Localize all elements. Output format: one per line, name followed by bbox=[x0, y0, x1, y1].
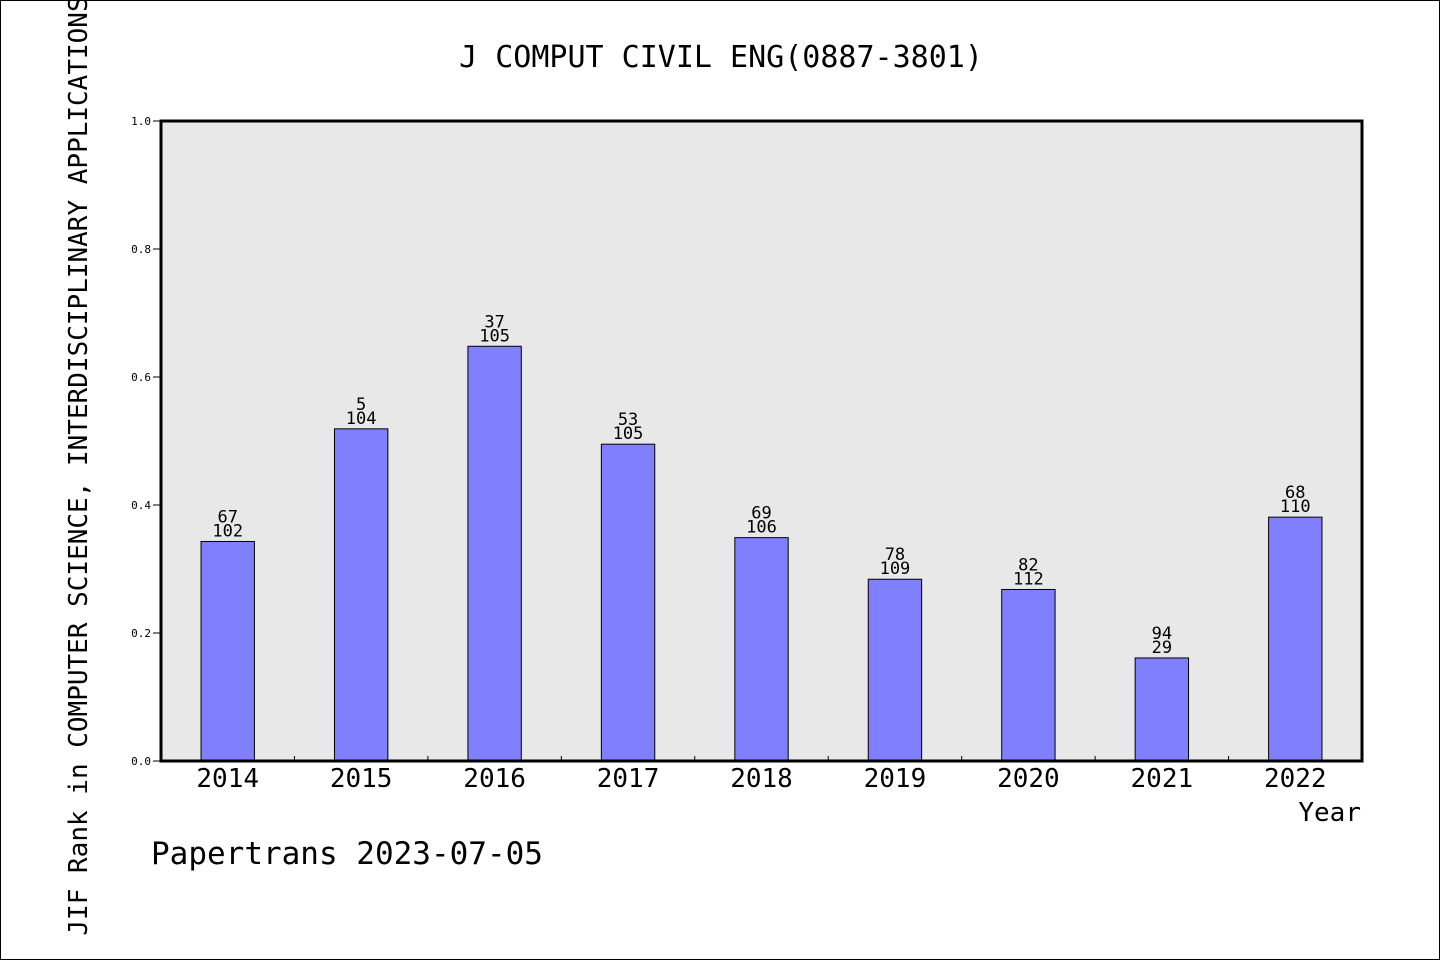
y-tick-label: 0.6 bbox=[131, 371, 151, 384]
chart-title: J COMPUT CIVIL ENG(0887-3801) bbox=[459, 40, 983, 75]
x-tick-label-2014: 2014 bbox=[196, 764, 259, 794]
bar-2019 bbox=[867, 578, 923, 762]
x-tick-label-2019: 2019 bbox=[864, 764, 927, 794]
x-tick-label-2018: 2018 bbox=[730, 764, 793, 794]
y-tick-label: 1.0 bbox=[131, 115, 151, 128]
x-tick-label-2022: 2022 bbox=[1264, 764, 1327, 794]
bar-label-total-2022: 110 bbox=[1280, 497, 1311, 517]
bar-2017 bbox=[600, 443, 656, 762]
bar-label-total-2018: 106 bbox=[746, 518, 777, 538]
bar-2018 bbox=[734, 537, 789, 762]
y-tick-label: 0.4 bbox=[131, 499, 151, 512]
y-tick-label: 0.2 bbox=[131, 627, 151, 640]
bar-2022 bbox=[1268, 516, 1323, 762]
bar-label-total-2016: 105 bbox=[479, 326, 510, 346]
y-axis-label: JIF Rank in COMPUTER SCIENCE, INTERDISCI… bbox=[64, 1, 94, 936]
bar-label-total-2017: 105 bbox=[613, 424, 644, 444]
x-tick-label-2021: 2021 bbox=[1131, 764, 1194, 794]
y-tick-label: 0.0 bbox=[131, 755, 151, 768]
bar-label-rank-2015: 5 bbox=[356, 395, 366, 415]
bar-label-rank-2014: 67 bbox=[217, 507, 237, 527]
bar-2021 bbox=[1134, 657, 1190, 762]
watermark-text: Papertrans 2023-07-05 bbox=[151, 836, 543, 872]
bar-label-total-2021: 29 bbox=[1152, 638, 1172, 658]
x-tick-label-2020: 2020 bbox=[997, 764, 1060, 794]
x-tick-label-2016: 2016 bbox=[463, 764, 526, 794]
bar-2014 bbox=[200, 540, 255, 762]
x-tick-label-2017: 2017 bbox=[597, 764, 660, 794]
bar-label-total-2019: 109 bbox=[880, 559, 911, 579]
bar-2020 bbox=[1001, 588, 1056, 762]
x-tick-label-2015: 2015 bbox=[330, 764, 393, 794]
bar-label-total-2020: 112 bbox=[1013, 569, 1044, 589]
bar-label-rank-2022: 68 bbox=[1285, 483, 1305, 503]
bar-label-rank-2018: 69 bbox=[751, 504, 771, 524]
bar-label-rank-2019: 78 bbox=[885, 545, 905, 565]
bar-2015 bbox=[333, 428, 389, 762]
bar-label-rank-2016: 37 bbox=[484, 312, 504, 332]
x-axis-label: Year bbox=[1298, 798, 1361, 828]
y-axis: 0.0 0.2 0.4 0.6 0.8 1.0 bbox=[131, 115, 161, 768]
x-axis: 2014 2015 2016 2017 2018 2019 2020 2021 2022 bbox=[196, 756, 1327, 794]
y-tick-label: 0.8 bbox=[131, 243, 151, 256]
bars-group bbox=[200, 345, 1323, 762]
bar-label-rank-2017: 53 bbox=[618, 410, 638, 430]
bar-label-rank-2021: 94 bbox=[1152, 624, 1172, 644]
bar-label-total-2015: 104 bbox=[346, 409, 377, 429]
plot-border bbox=[159, 119, 1364, 763]
bar-label-rank-2020: 82 bbox=[1018, 555, 1038, 575]
bar-label-total-2014: 102 bbox=[212, 521, 243, 541]
bar-2016 bbox=[467, 345, 522, 762]
